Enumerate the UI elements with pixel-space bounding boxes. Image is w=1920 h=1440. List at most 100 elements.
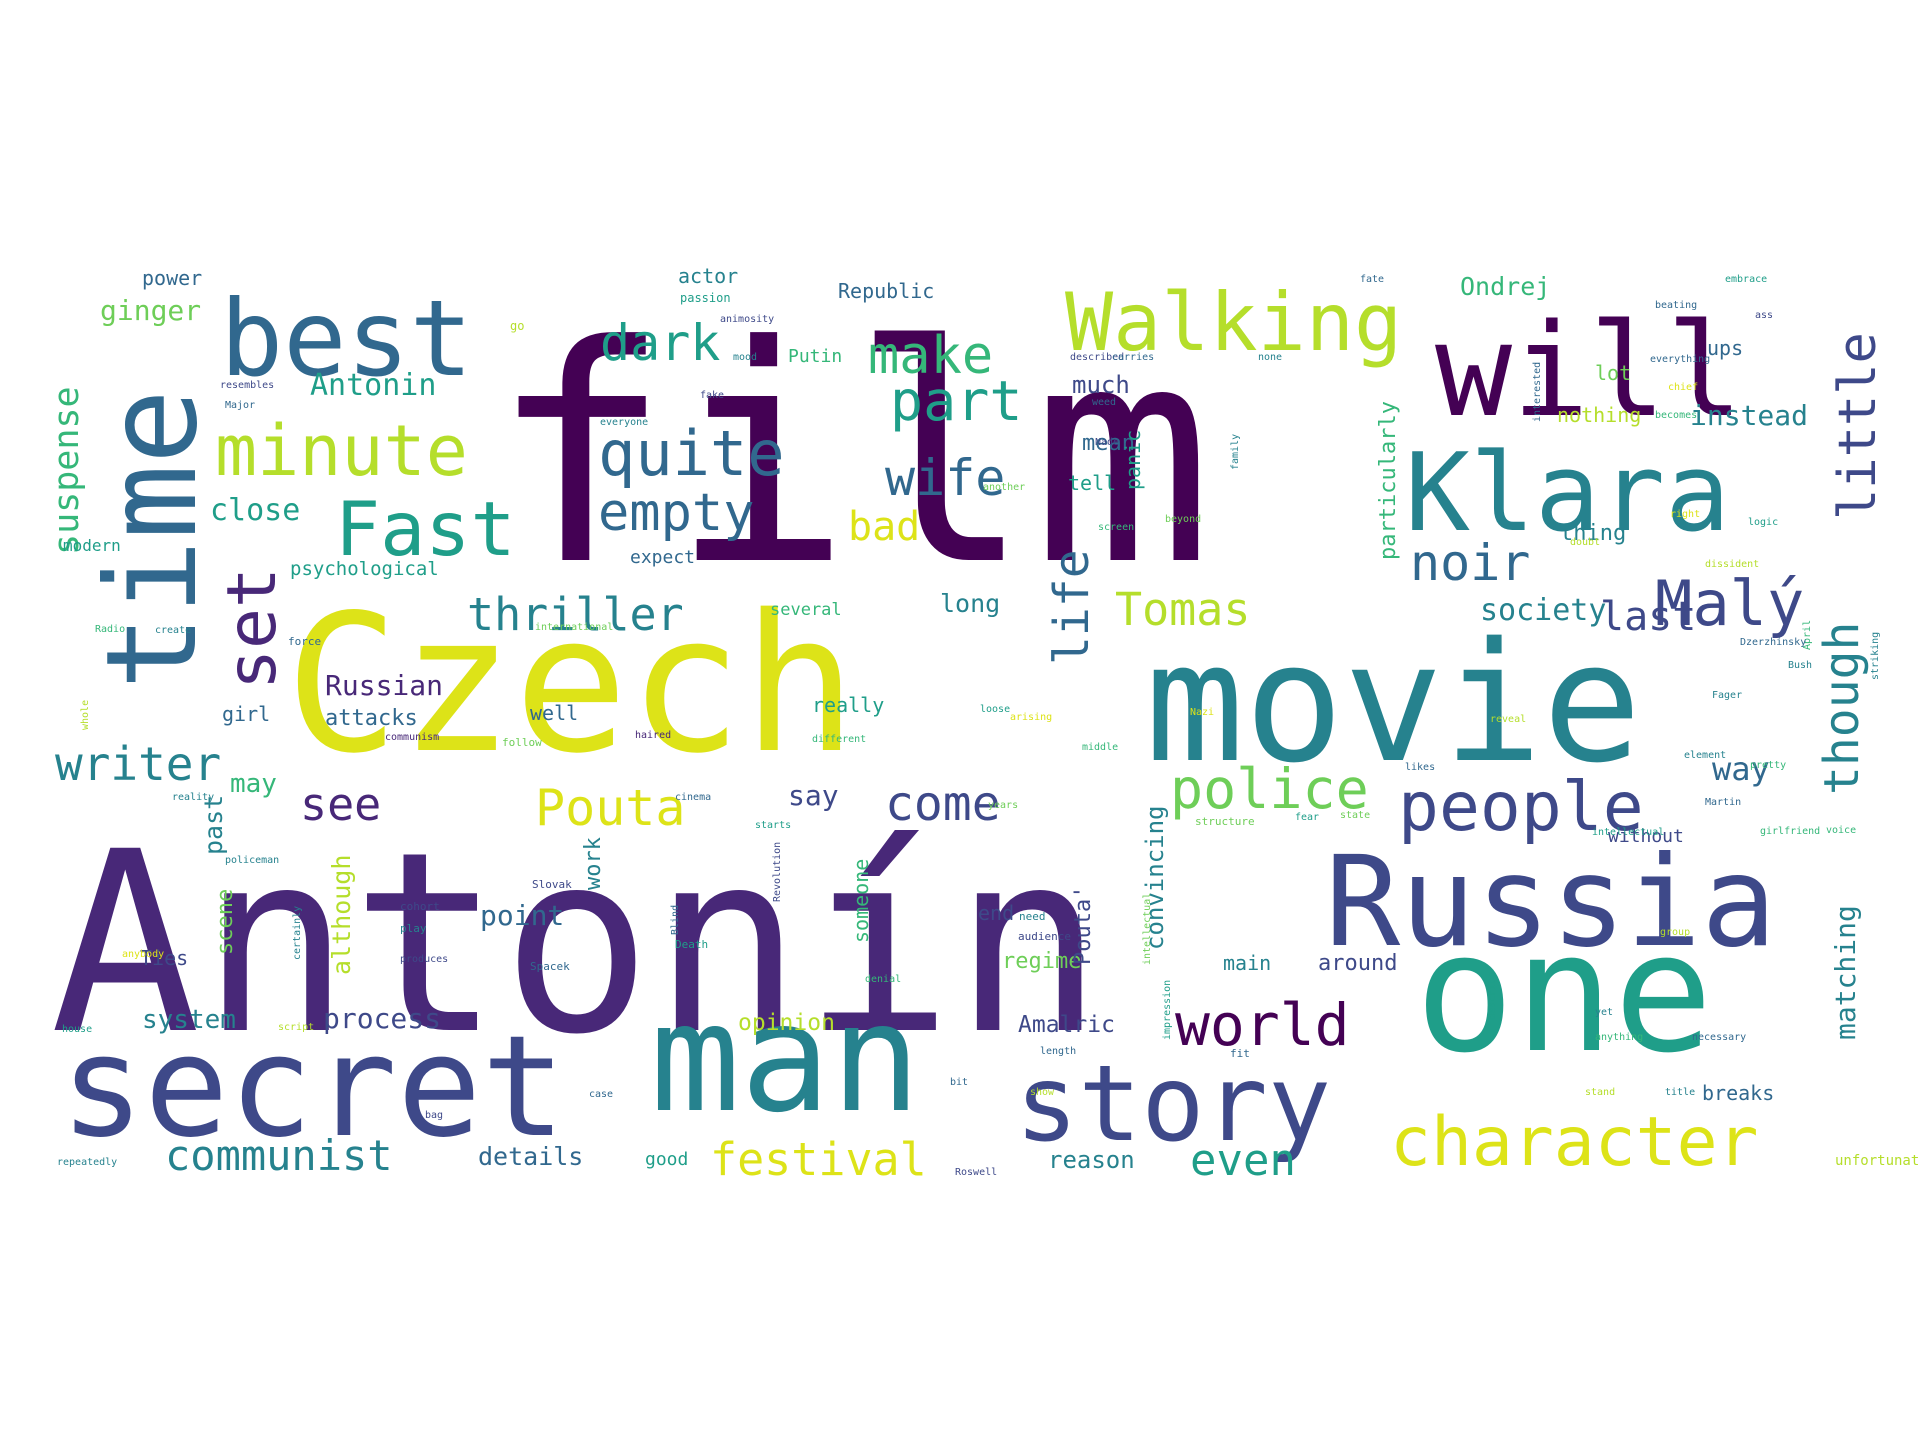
cloud-word: Bush <box>1788 660 1812 671</box>
cloud-word: details <box>478 1142 583 1171</box>
cloud-word: Major <box>225 400 255 411</box>
cloud-word: main <box>1223 951 1271 975</box>
cloud-word: long <box>940 589 1000 618</box>
cloud-word: Putin <box>788 346 842 367</box>
cloud-word: Roswell <box>955 1167 997 1178</box>
cloud-word: go <box>510 319 524 333</box>
cloud-word: international <box>535 622 613 633</box>
cloud-word: set <box>213 567 292 690</box>
cloud-word: lot <box>1595 361 1631 385</box>
cloud-word: voice <box>1826 825 1856 836</box>
cloud-word: Nade <box>1095 437 1119 448</box>
cloud-word: police <box>1170 757 1369 821</box>
cloud-word: Spacek <box>530 960 570 973</box>
cloud-word: convincing <box>1141 806 1169 951</box>
cloud-word: without <box>1608 826 1684 847</box>
cloud-word: starts <box>755 820 791 831</box>
cloud-word: best <box>220 278 473 400</box>
cloud-word: wife <box>885 449 1005 507</box>
cloud-word: regime <box>1002 949 1081 974</box>
cloud-word: show <box>1030 1087 1055 1098</box>
cloud-word: repeatedly <box>57 1157 117 1168</box>
cloud-word: carries <box>1112 352 1154 363</box>
cloud-word: state <box>1340 810 1370 821</box>
cloud-word: bag <box>425 1110 443 1121</box>
cloud-word: suspense <box>47 386 87 555</box>
cloud-word: right <box>1670 509 1700 520</box>
cloud-word: Blind <box>670 905 681 935</box>
cloud-word: Death <box>675 938 708 951</box>
cloud-word: intellectual <box>1142 893 1153 965</box>
cloud-word: say <box>788 779 839 812</box>
cloud-word: logic <box>1748 517 1778 528</box>
cloud-word: Martin <box>1705 797 1741 808</box>
cloud-word: good <box>645 1149 688 1170</box>
cloud-word: attacks <box>325 706 418 731</box>
cloud-word: weed <box>1092 397 1116 408</box>
cloud-word: arising <box>1010 712 1052 723</box>
cloud-word: even <box>1190 1135 1296 1186</box>
cloud-word: Amalric <box>1018 1012 1115 1038</box>
cloud-word: Malý <box>1655 567 1804 640</box>
cloud-word: character <box>1390 1103 1758 1182</box>
cloud-word: make <box>868 326 993 386</box>
cloud-word: ginger <box>100 294 201 327</box>
cloud-word: one <box>1415 897 1713 1089</box>
cloud-word: Ondrej <box>1460 272 1550 301</box>
cloud-word: fate <box>1360 274 1384 285</box>
cloud-word: likes <box>1405 762 1435 773</box>
cloud-word: group <box>1660 927 1690 938</box>
cloud-word: Czech <box>285 574 857 795</box>
cloud-word: beyond <box>1165 514 1201 525</box>
cloud-word: panic <box>1121 430 1145 490</box>
cloud-word: becomes <box>1655 410 1697 421</box>
cloud-word: audience <box>1018 930 1071 943</box>
cloud-word: writer <box>55 737 221 791</box>
cloud-word: stand <box>1585 1087 1615 1098</box>
cloud-word: certainly <box>292 906 303 960</box>
cloud-word: man <box>650 972 921 1146</box>
cloud-word: follow <box>502 736 542 749</box>
cloud-word: family <box>1230 434 1241 470</box>
cloud-word: everyone <box>600 417 648 428</box>
cloud-word: story <box>1015 1043 1331 1165</box>
cloud-word: point <box>480 899 564 932</box>
cloud-word: empty <box>598 483 755 543</box>
cloud-word: interested <box>1532 362 1543 422</box>
cloud-word: bit <box>950 1077 968 1088</box>
cloud-word: Tomas <box>1115 583 1250 636</box>
cloud-word: fit <box>1230 1047 1250 1060</box>
cloud-word: thriller <box>467 588 684 641</box>
cloud-word: bad <box>848 504 920 550</box>
cloud-word: reveal <box>1490 714 1526 725</box>
cloud-word: nothing <box>1557 403 1641 427</box>
cloud-word: pretty <box>1750 760 1786 771</box>
cloud-word: close <box>210 493 300 528</box>
cloud-word: well <box>530 701 578 725</box>
cloud-word: element <box>1684 750 1726 761</box>
cloud-word: though <box>1814 622 1870 795</box>
cloud-word: part <box>890 369 1022 433</box>
cloud-word: anything <box>1595 1032 1643 1043</box>
cloud-word: force <box>288 635 321 648</box>
cloud-word: noir <box>1410 534 1530 592</box>
cloud-word: actor <box>678 264 738 288</box>
cloud-word: process <box>323 1002 441 1035</box>
cloud-word: will <box>1435 297 1743 446</box>
cloud-word: dissident <box>1705 559 1759 570</box>
cloud-word: system <box>142 1005 236 1035</box>
cloud-word: girl <box>222 702 270 726</box>
cloud-word: Nazi <box>1190 707 1214 718</box>
cloud-word: way <box>1712 750 1770 788</box>
cloud-word: beating <box>1655 300 1697 311</box>
cloud-word: people <box>1398 768 1644 847</box>
cloud-word: Russia <box>1325 830 1777 975</box>
cloud-word: yet <box>1595 1007 1613 1018</box>
cloud-word: Slovak <box>532 878 572 891</box>
cloud-word: chief <box>1668 382 1698 393</box>
cloud-word: impression <box>1162 980 1173 1040</box>
cloud-word: script <box>278 1022 314 1033</box>
cloud-word: several <box>770 600 842 620</box>
